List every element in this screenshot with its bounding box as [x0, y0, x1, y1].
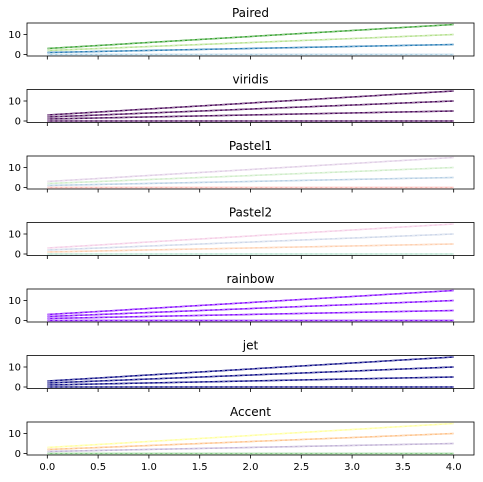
series-dash-1	[47, 44, 454, 53]
y-tick-label: 0	[15, 250, 21, 261]
series-dash-1	[47, 243, 454, 253]
series-dash-2	[47, 34, 454, 51]
subplot-title: viridis	[233, 73, 269, 87]
series-dash-1	[47, 443, 454, 452]
series-dash-2	[47, 366, 454, 384]
series-dash-3	[47, 223, 454, 249]
subplot-jet: jet 0 10	[8, 339, 475, 394]
subplot-title: jet	[242, 339, 259, 353]
y-tick-label: 10	[8, 363, 21, 374]
subplot-title: Paired	[232, 6, 269, 20]
series-dash-1	[47, 310, 454, 319]
series-dash-2	[47, 300, 454, 317]
series-dash-2	[47, 233, 454, 251]
subplot-title: Pastel2	[229, 206, 272, 220]
x-tick-label: 2.5	[293, 462, 309, 473]
subplot-title: Accent	[230, 405, 271, 419]
series-dash-3	[47, 290, 454, 315]
series-dash-3	[47, 24, 454, 49]
x-tick-label: 3.5	[395, 462, 411, 473]
y-tick-label: 0	[15, 383, 21, 394]
y-tick-label: 0	[15, 183, 21, 194]
y-tick-label: 0	[15, 316, 21, 327]
y-tick-label: 10	[8, 296, 21, 307]
y-tick-label: 0	[15, 449, 21, 460]
y-tick-label: 10	[8, 97, 21, 108]
series-dash-2	[47, 433, 454, 450]
series-dash-3	[47, 157, 454, 182]
subplot-rainbow: rainbow 0 10	[8, 272, 475, 327]
series-dash-3	[47, 90, 454, 116]
y-tick-label: 10	[8, 30, 21, 41]
x-tick-label: 4.0	[446, 462, 462, 473]
x-tick-label: 0.0	[39, 462, 55, 473]
subplot-accent: Accent 0 10 0.0 0.5 1.0 1.5 2.0 2.5 3.0 3.5 4.0	[8, 405, 475, 473]
y-tick-label: 10	[8, 230, 21, 241]
series-dash-1	[47, 110, 454, 120]
subplot-pastel1: Pastel1 0 10	[8, 139, 475, 194]
x-tick-label: 1.5	[192, 462, 208, 473]
y-tick-label: 0	[15, 117, 21, 128]
y-tick-label: 10	[8, 429, 21, 440]
y-tick-label: 0	[15, 50, 21, 61]
series-dash-3	[47, 356, 454, 382]
x-tick-label: 2.0	[243, 462, 259, 473]
y-tick-label: 10	[8, 163, 21, 174]
subplot-viridis: viridis 0 10	[8, 73, 475, 128]
series-dash-1	[47, 376, 454, 386]
x-tick-label: 3.0	[344, 462, 360, 473]
x-tick-label: 1.0	[141, 462, 157, 473]
subplot-title: rainbow	[227, 272, 275, 286]
subplot-pastel2: Pastel2 0 10	[8, 206, 475, 261]
series-dash-2	[47, 167, 454, 184]
x-tick-label: 0.5	[90, 462, 106, 473]
subplot-title: Pastel1	[229, 139, 272, 153]
series-dash-1	[47, 177, 454, 186]
series-dash-2	[47, 100, 454, 118]
series-dash-3	[47, 423, 454, 448]
subplot-paired: Paired 0 10	[8, 6, 475, 61]
